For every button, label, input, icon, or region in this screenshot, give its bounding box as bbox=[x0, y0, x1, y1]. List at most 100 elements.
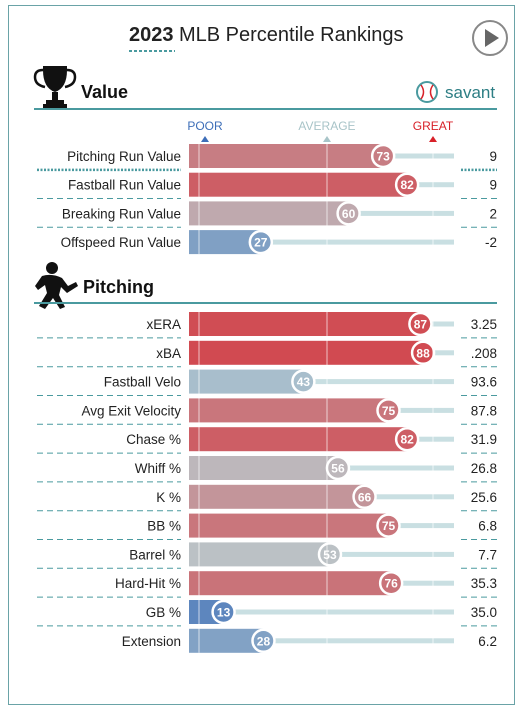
percentile-badge bbox=[394, 426, 420, 452]
pitching-rows: xERA 87 3.25 xBA 88 .208 Fastball Velo 43 93.6 Av… bbox=[37, 311, 497, 654]
percentile-bar bbox=[189, 427, 408, 452]
value-rows: Pitching Run Value 73 9 Fastball Run Value 8… bbox=[37, 143, 497, 255]
percentile-bar bbox=[189, 628, 264, 653]
percentile-value: 66 bbox=[358, 490, 372, 504]
metric-label: Pitching Run Value bbox=[67, 149, 181, 164]
percentile-track bbox=[189, 239, 454, 245]
scale-great-label: GREAT bbox=[413, 119, 454, 133]
percentile-badge bbox=[291, 369, 316, 394]
row-chase: Chase % 82 31.9 bbox=[37, 426, 497, 454]
percentile-value: 27 bbox=[254, 236, 268, 250]
play-icon[interactable] bbox=[485, 29, 499, 47]
row-xera: xERA 87 3.25 bbox=[37, 311, 497, 339]
header-title: MLB Percentile Rankings bbox=[179, 24, 404, 46]
stat-value: -2 bbox=[485, 235, 497, 250]
stat-value: 6.2 bbox=[478, 634, 497, 649]
percentile-chart: 2023 MLB Percentile Rankings Value savan… bbox=[33, 20, 508, 654]
percentile-badge bbox=[251, 628, 276, 654]
percentile-badge bbox=[325, 455, 351, 481]
stat-value: 3.25 bbox=[471, 317, 497, 332]
stat-value: 35.3 bbox=[471, 576, 497, 591]
percentile-bar bbox=[189, 369, 304, 394]
percentile-value: 82 bbox=[400, 178, 414, 192]
percentile-value: 53 bbox=[323, 548, 337, 562]
trophy-icon bbox=[33, 66, 77, 109]
percentile-value: 60 bbox=[342, 207, 356, 221]
pitcher-icon bbox=[35, 262, 78, 309]
metric-label: Breaking Run Value bbox=[62, 206, 181, 221]
percentile-badge bbox=[410, 340, 436, 366]
stat-value: 31.9 bbox=[471, 432, 497, 447]
scale-average-marker bbox=[323, 136, 331, 142]
row-barrel: Barrel % 53 7.7 bbox=[37, 542, 497, 569]
percentile-value: 73 bbox=[377, 150, 391, 164]
percentile-value: 28 bbox=[257, 634, 271, 648]
percentile-bar bbox=[189, 513, 389, 538]
percentile-value: 43 bbox=[297, 375, 311, 389]
percentile-value: 13 bbox=[217, 606, 231, 620]
row-k: K % 66 25.6 bbox=[37, 484, 497, 512]
percentile-badge bbox=[370, 143, 396, 169]
row-offspeed-run-value: Offspeed Run Value 27 -2 bbox=[61, 229, 497, 255]
stat-value: 6.8 bbox=[478, 519, 497, 534]
metric-label: Fastball Velo bbox=[104, 375, 181, 390]
percentile-badge bbox=[336, 201, 361, 226]
stat-value: 9 bbox=[489, 178, 497, 193]
percentile-badge bbox=[352, 484, 377, 510]
percentile-badge bbox=[376, 398, 401, 423]
scale-poor-label: POOR bbox=[187, 119, 223, 133]
percentile-bar bbox=[189, 312, 421, 336]
metric-label: xERA bbox=[146, 317, 181, 332]
percentile-badge bbox=[378, 570, 404, 596]
percentile-bar bbox=[189, 144, 384, 168]
row-avg-exit-velocity: Avg Exit Velocity 75 87.8 bbox=[37, 398, 497, 425]
percentile-badge bbox=[394, 172, 420, 197]
row-pitching-run-value: Pitching Run Value 73 9 bbox=[37, 143, 497, 172]
percentile-value: 88 bbox=[416, 346, 430, 360]
savant-logo[interactable]: savant bbox=[416, 81, 495, 103]
percentile-badge bbox=[408, 311, 433, 337]
scale-average-label: AVERAGE bbox=[298, 119, 355, 133]
stat-value: 25.6 bbox=[471, 490, 497, 505]
percentile-bar bbox=[189, 172, 408, 197]
percentile-track bbox=[189, 379, 454, 385]
percentile-bar bbox=[189, 201, 349, 226]
percentile-bar bbox=[189, 542, 330, 567]
savant-brand[interactable]: savant bbox=[445, 83, 495, 102]
percentile-rankings-card: 2023 MLB Percentile Rankings Value savan… bbox=[8, 5, 515, 705]
percentile-badge bbox=[317, 542, 343, 567]
row-hard-hit: Hard-Hit % 76 35.3 bbox=[37, 570, 497, 598]
percentile-value: 56 bbox=[331, 462, 345, 476]
stat-value: .208 bbox=[471, 346, 497, 361]
play-button[interactable] bbox=[472, 20, 508, 56]
scale-great-marker bbox=[429, 136, 437, 142]
percentile-bar bbox=[189, 398, 389, 423]
baseball-icon bbox=[416, 81, 438, 103]
header-year: 2023 bbox=[129, 24, 174, 46]
percentile-value: 75 bbox=[382, 404, 396, 418]
percentile-value: 76 bbox=[384, 577, 398, 591]
metric-label: Avg Exit Velocity bbox=[81, 403, 181, 418]
percentile-track bbox=[189, 609, 454, 615]
row-breaking-run-value: Breaking Run Value 60 2 bbox=[37, 201, 497, 228]
stat-value: 93.6 bbox=[471, 375, 497, 390]
metric-label: GB % bbox=[146, 605, 181, 620]
percentile-bar bbox=[189, 571, 392, 596]
percentile-badge bbox=[376, 513, 401, 538]
metric-label: Hard-Hit % bbox=[115, 576, 181, 591]
metric-label: Fastball Run Value bbox=[68, 178, 181, 193]
row-whiff: Whiff % 56 26.8 bbox=[37, 455, 497, 483]
stat-value: 87.8 bbox=[471, 403, 497, 418]
percentile-value: 82 bbox=[400, 433, 414, 447]
percentile-bar bbox=[189, 484, 365, 509]
row-fastball-run-value: Fastball Run Value 82 9 bbox=[37, 172, 497, 200]
metric-label: Barrel % bbox=[129, 547, 181, 562]
metric-label: BB % bbox=[147, 519, 181, 534]
metric-label: xBA bbox=[156, 346, 181, 361]
row-extension: Extension 28 6.2 bbox=[122, 628, 497, 654]
metric-label: Whiff % bbox=[135, 461, 181, 476]
percentile-bar bbox=[189, 340, 424, 365]
percentile-value: 87 bbox=[414, 318, 428, 332]
percentile-track bbox=[189, 638, 454, 644]
metric-label: Extension bbox=[122, 634, 181, 649]
